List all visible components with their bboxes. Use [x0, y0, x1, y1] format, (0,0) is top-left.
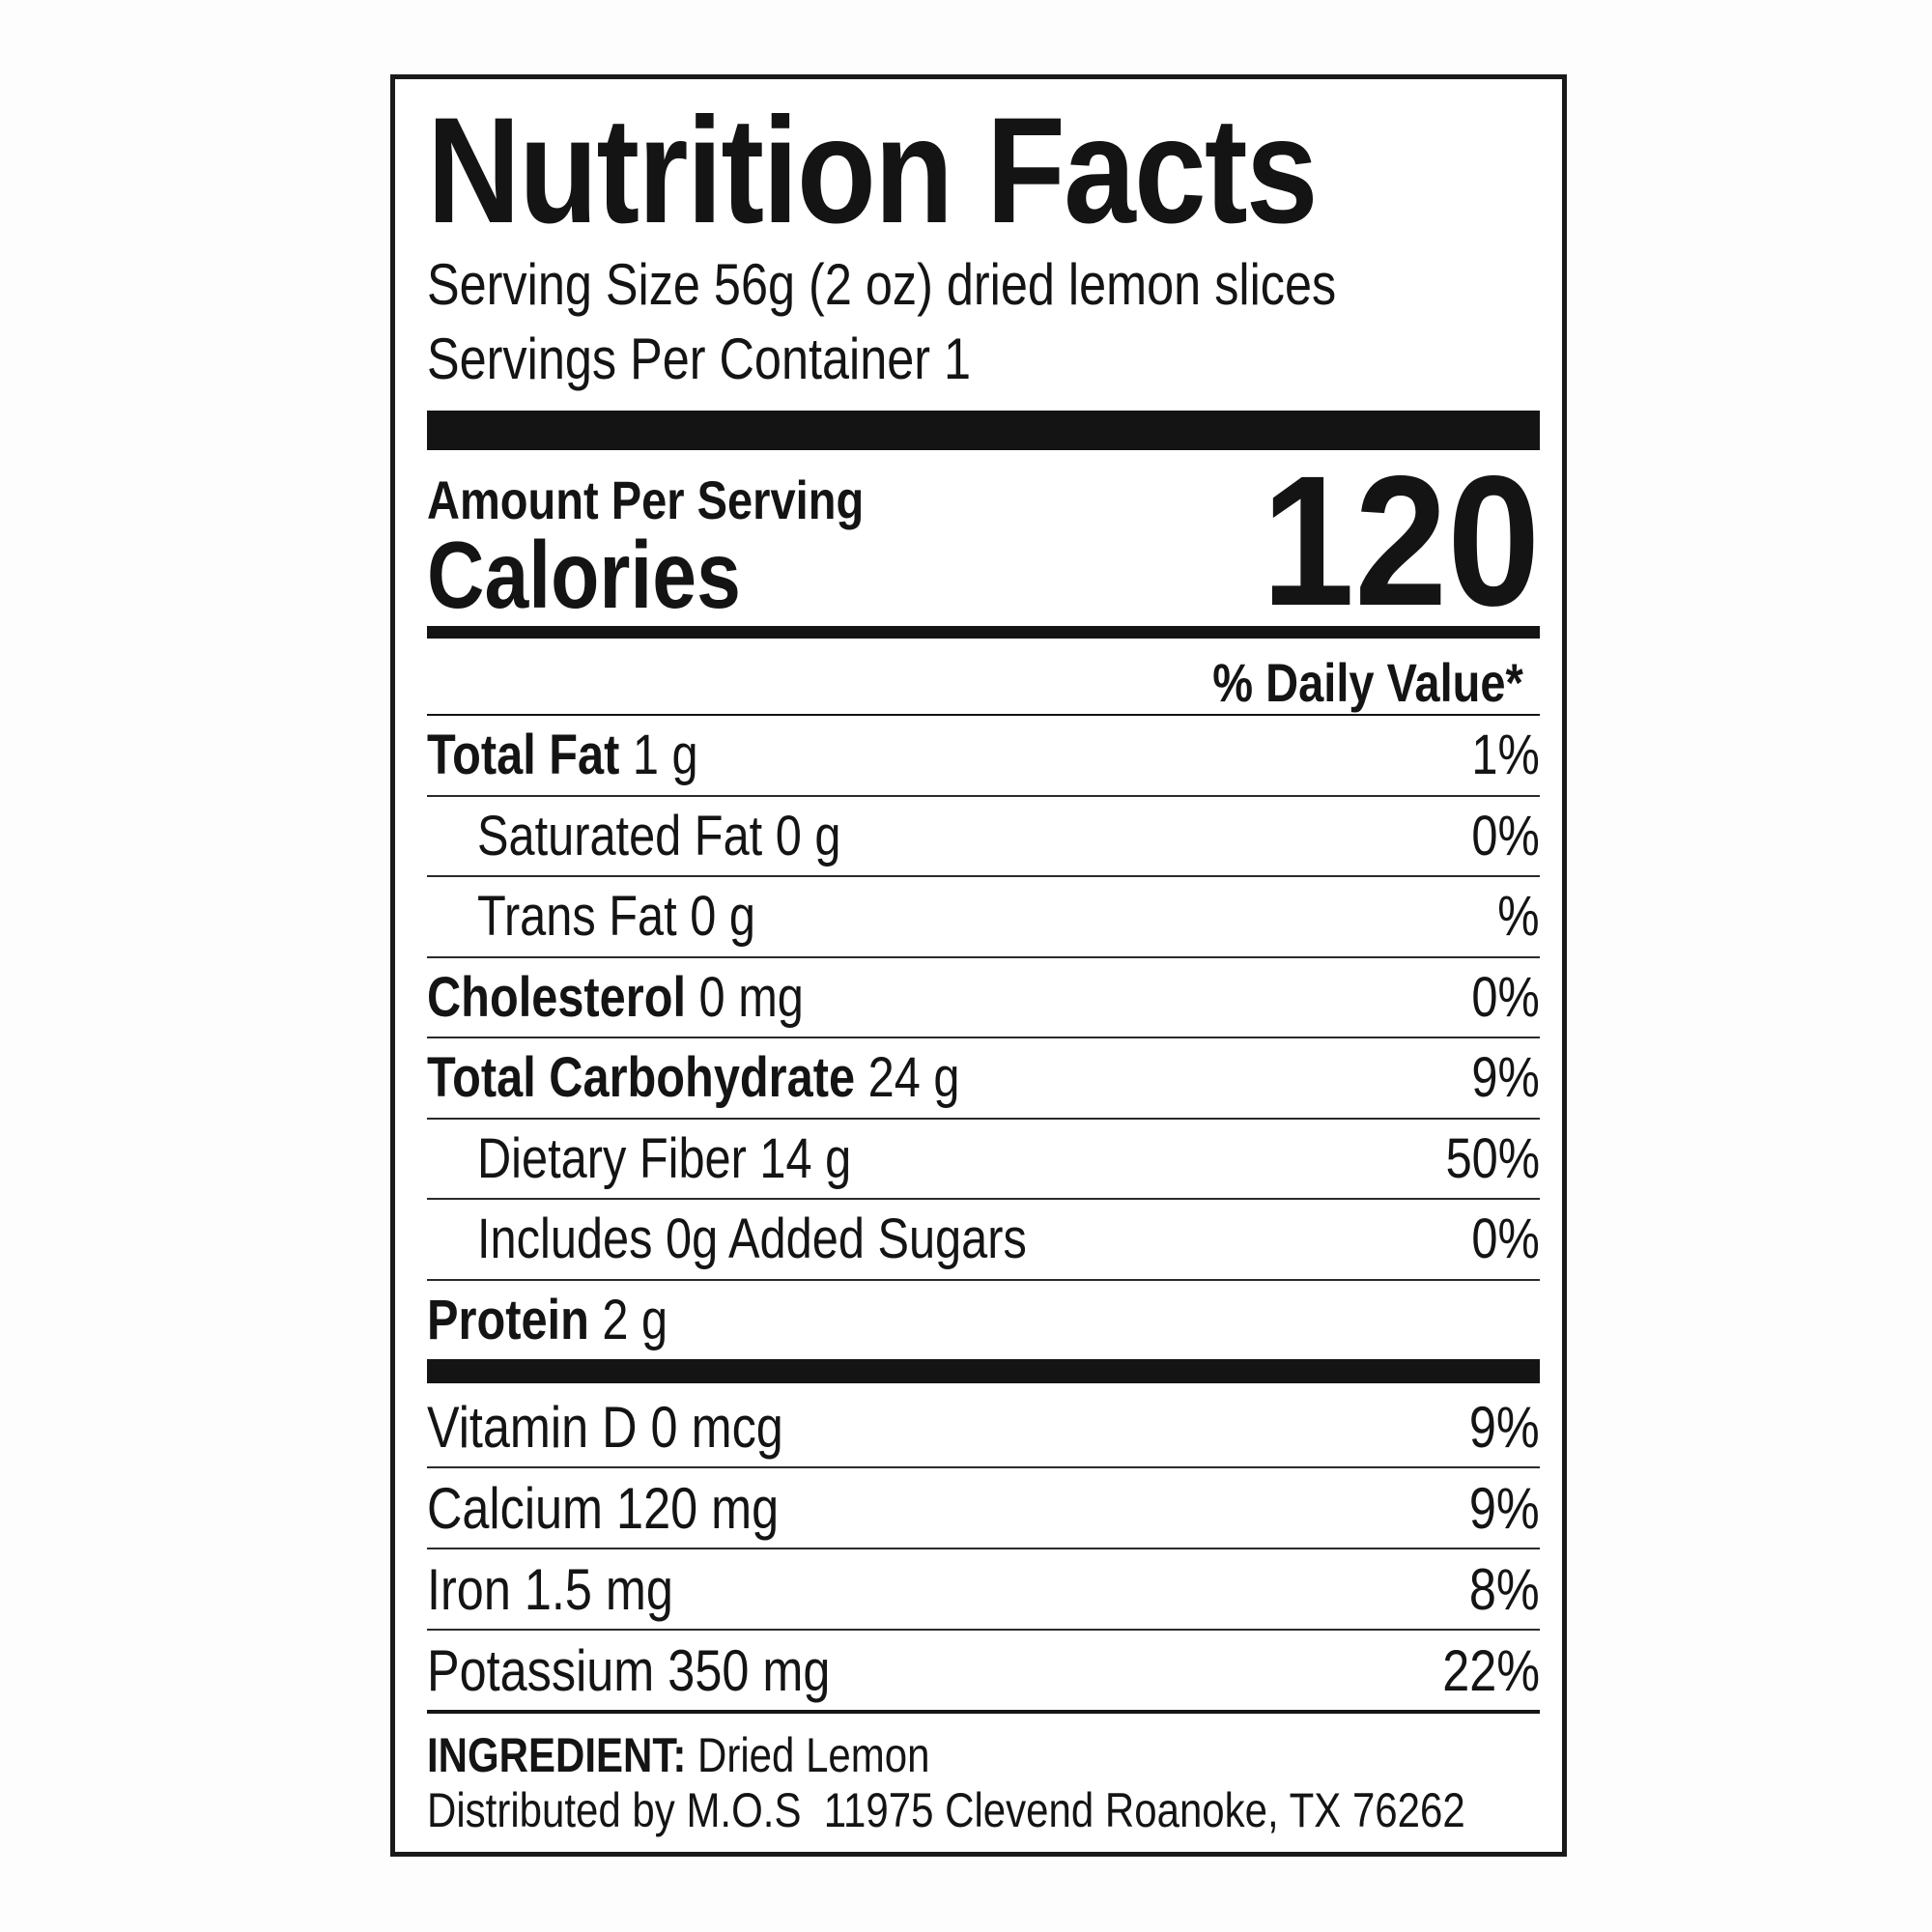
- nutrient-name: Includes: [477, 1208, 653, 1271]
- ingredients: INGREDIENT: Dried Lemon: [427, 1731, 1540, 1779]
- amount-per-serving: Amount Per Serving: [427, 469, 865, 530]
- calories-label: Calories: [427, 522, 741, 628]
- nutrient-row: Includes 0g Added Sugars 0%: [427, 1200, 1540, 1281]
- thick-divider: [427, 411, 1540, 450]
- label-title: Nutrition Facts: [427, 87, 1319, 255]
- vitamin-dv: 9%: [1469, 1394, 1540, 1460]
- nutrient-amount: 0 mg: [698, 965, 804, 1029]
- vitamin-label: Potassium 350 mg: [427, 1637, 831, 1703]
- nutrient-row: Protein 2 g: [427, 1281, 1540, 1360]
- nutrient-dv: 1%: [1471, 724, 1540, 787]
- nutrient-dv: 0%: [1471, 1208, 1540, 1271]
- servings-per-container: Servings Per Container 1: [427, 327, 972, 391]
- vitamin-label: Vitamin D 0 mcg: [427, 1394, 783, 1460]
- vitamin-row: Iron 1.5 mg 8%: [427, 1549, 1540, 1631]
- ingredient-value: Dried Lemon: [697, 1728, 930, 1782]
- nutrient-amount: 1 g: [632, 724, 698, 787]
- daily-value-header: % Daily Value*: [1212, 652, 1523, 713]
- nutrient-amount: 0g Added Sugars: [666, 1208, 1027, 1271]
- ingredient-label: INGREDIENT:: [427, 1728, 687, 1782]
- nutrient-name: Dietary Fiber: [477, 1126, 747, 1190]
- calories-divider: [427, 626, 1540, 639]
- thin-divider: [427, 714, 1540, 716]
- nutrient-amount: 24 g: [867, 1046, 960, 1110]
- nutrient-row: Trans Fat 0 g%: [427, 877, 1540, 958]
- nutrient-row: Total Fat 1 g 1%: [427, 716, 1540, 797]
- vitamin-dv: 8%: [1469, 1556, 1540, 1622]
- serving-size: Serving Size 56g (2 oz) dried lemon slic…: [427, 252, 1337, 317]
- calories-value: 120: [1261, 437, 1540, 644]
- nutrient-row: Saturated Fat 0 g 0%: [427, 797, 1540, 877]
- nutrient-name: Cholesterol: [427, 965, 687, 1029]
- nutrient-dv: %: [1497, 885, 1540, 949]
- nutrient-amount: 0 g: [690, 885, 755, 949]
- vitamin-label: Iron 1.5 mg: [427, 1556, 673, 1622]
- nutrient-name: Protein: [427, 1288, 589, 1351]
- thick-divider: [427, 1359, 1540, 1383]
- vitamin-row: Potassium 350 mg 22%: [427, 1631, 1540, 1714]
- distributor: Distributed by M.O.S 11975 Clevend Roano…: [427, 1783, 1465, 1837]
- nutrition-label: Nutrition Facts Serving Size 56g (2 oz) …: [390, 74, 1567, 1857]
- vitamin-row: Calcium 120 mg 9%: [427, 1468, 1540, 1549]
- vitamin-dv: 9%: [1469, 1475, 1540, 1541]
- nutrient-dv: 9%: [1471, 1046, 1540, 1110]
- nutrient-row: Total Carbohydrate 24 g 9%: [427, 1038, 1540, 1120]
- vitamin-list: Vitamin D 0 mcg 9% Calcium 120 mg 9% Iron 1.…: [427, 1387, 1540, 1714]
- nutrient-dv: 0%: [1471, 965, 1540, 1029]
- nutrient-dv: 0%: [1471, 804, 1540, 867]
- nutrient-name: Trans Fat: [477, 885, 677, 949]
- nutrient-list: Total Fat 1 g 1% Saturated Fat 0 g 0% Trans …: [427, 716, 1540, 1359]
- nutrient-name: Total Carbohydrate: [427, 1046, 856, 1110]
- nutrient-row: Cholesterol 0 mg 0%: [427, 958, 1540, 1038]
- nutrient-name: Total Fat: [427, 724, 620, 787]
- nutrient-row: Dietary Fiber 14 g 50%: [427, 1120, 1540, 1200]
- nutrient-name: Saturated Fat: [477, 804, 763, 867]
- nutrient-amount: 2 g: [602, 1288, 668, 1351]
- vitamin-label: Calcium 120 mg: [427, 1475, 780, 1541]
- nutrient-dv: 50%: [1445, 1126, 1540, 1190]
- nutrient-amount: 0 g: [775, 804, 841, 867]
- vitamin-dv: 22%: [1442, 1637, 1540, 1703]
- vitamin-row: Vitamin D 0 mcg 9%: [427, 1387, 1540, 1468]
- nutrient-amount: 14 g: [759, 1126, 852, 1190]
